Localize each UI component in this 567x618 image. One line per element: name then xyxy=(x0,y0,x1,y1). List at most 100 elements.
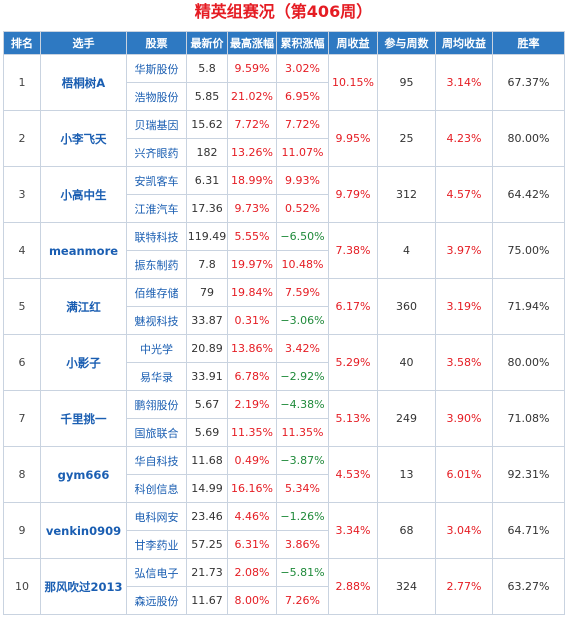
header-latest-price[interactable]: 最新价 xyxy=(186,31,228,55)
max-gain-cell: 0.49% xyxy=(227,446,277,475)
weeks-cell: 95 xyxy=(377,54,436,111)
stock-link[interactable]: 贝瑞基因 xyxy=(126,110,187,139)
max-gain-cell: 21.02% xyxy=(227,82,277,111)
header-rank[interactable]: 排名 xyxy=(3,31,41,55)
table-row: 10 那风吹过2013 弘信电子 21.73 2.08% −5.81% 2.88% 324 2.… xyxy=(3,558,565,615)
win-rate-cell: 80.00% xyxy=(492,334,565,391)
header-stock[interactable]: 股票 xyxy=(126,31,187,55)
player-link[interactable]: 千里挑一 xyxy=(40,390,127,447)
rank-cell: 5 xyxy=(3,278,41,335)
stock-link[interactable]: 魅视科技 xyxy=(126,306,187,335)
max-gain-cell: 8.00% xyxy=(227,586,277,615)
weekly-return-cell: 7.38% xyxy=(328,222,378,279)
avg-return-cell: 4.57% xyxy=(435,166,493,223)
latest-price-cell: 11.68 xyxy=(186,446,228,475)
max-gain-cell: 6.78% xyxy=(227,362,277,391)
weekly-return-cell: 6.17% xyxy=(328,278,378,335)
table-row-sub: 浩物股份 5.85 21.02% 6.95% xyxy=(4,82,565,111)
cum-gain-cell: −6.50% xyxy=(276,222,329,251)
cum-gain-cell: −2.92% xyxy=(276,362,329,391)
stock-link[interactable]: 浩物股份 xyxy=(126,82,187,111)
player-link[interactable]: 梧桐树A xyxy=(40,54,127,111)
header-weeks[interactable]: 参与周数 xyxy=(377,31,436,55)
max-gain-cell: 6.31% xyxy=(227,530,277,559)
max-gain-cell: 18.99% xyxy=(227,166,277,195)
stock-link[interactable]: 江淮汽车 xyxy=(126,194,187,223)
weekly-return-cell: 10.15% xyxy=(328,54,378,111)
table-row: 3 小高中生 安凯客车 6.31 18.99% 9.93% 9.79% 312 4.57% 64.… xyxy=(3,166,565,223)
stock-link[interactable]: 安凯客车 xyxy=(126,166,187,195)
stock-link[interactable]: 华自科技 xyxy=(126,446,187,475)
avg-return-cell: 3.19% xyxy=(435,278,493,335)
stock-link[interactable]: 华斯股份 xyxy=(126,54,187,83)
header-cum-gain[interactable]: 累积涨幅 xyxy=(276,31,329,55)
player-link[interactable]: 那风吹过2013 xyxy=(40,558,127,615)
stock-link[interactable]: 中光学 xyxy=(126,334,187,363)
stock-link[interactable]: 佰维存储 xyxy=(126,278,187,307)
max-gain-cell: 5.55% xyxy=(227,222,277,251)
max-gain-cell: 4.46% xyxy=(227,502,277,531)
stock-link[interactable]: 弘信电子 xyxy=(126,558,187,587)
max-gain-cell: 9.73% xyxy=(227,194,277,223)
latest-price-cell: 5.85 xyxy=(186,82,228,111)
header-max-gain[interactable]: 最高涨幅 xyxy=(227,31,277,55)
header-win-rate[interactable]: 胜率 xyxy=(492,31,565,55)
weekly-return-cell: 3.34% xyxy=(328,502,378,559)
weeks-cell: 68 xyxy=(377,502,436,559)
stock-link[interactable]: 易华录 xyxy=(126,362,187,391)
latest-price-cell: 21.73 xyxy=(186,558,228,587)
header-weekly-return[interactable]: 周收益 xyxy=(328,31,378,55)
stock-link[interactable]: 电科网安 xyxy=(126,502,187,531)
rank-cell: 7 xyxy=(3,390,41,447)
stock-link[interactable]: 振东制药 xyxy=(126,250,187,279)
player-link[interactable]: 小李飞天 xyxy=(40,110,127,167)
avg-return-cell: 3.58% xyxy=(435,334,493,391)
avg-return-cell: 6.01% xyxy=(435,446,493,503)
max-gain-cell: 19.97% xyxy=(227,250,277,279)
max-gain-cell: 13.26% xyxy=(227,138,277,167)
cum-gain-cell: 7.72% xyxy=(276,110,329,139)
weekly-return-cell: 2.88% xyxy=(328,558,378,615)
max-gain-cell: 13.86% xyxy=(227,334,277,363)
stock-link[interactable]: 甘李药业 xyxy=(126,530,187,559)
stock-link[interactable]: 联特科技 xyxy=(126,222,187,251)
latest-price-cell: 5.69 xyxy=(186,418,228,447)
table-header-row: 排名 选手 股票 最新价 最高涨幅 累积涨幅 周收益 参与周数 周均收益 胜率 xyxy=(3,31,565,55)
cum-gain-cell: 3.02% xyxy=(276,54,329,83)
latest-price-cell: 20.89 xyxy=(186,334,228,363)
player-link[interactable]: 小影子 xyxy=(40,334,127,391)
header-avg-return[interactable]: 周均收益 xyxy=(435,31,493,55)
table-row-sub: 魅视科技 33.87 0.31% −3.06% xyxy=(4,306,565,335)
cum-gain-cell: 7.26% xyxy=(276,586,329,615)
win-rate-cell: 71.94% xyxy=(492,278,565,335)
player-link[interactable]: 满江红 xyxy=(40,278,127,335)
table-row-sub: 振东制药 7.8 19.97% 10.48% xyxy=(4,250,565,279)
rank-cell: 2 xyxy=(3,110,41,167)
avg-return-cell: 3.04% xyxy=(435,502,493,559)
stock-link[interactable]: 国旅联合 xyxy=(126,418,187,447)
max-gain-cell: 19.84% xyxy=(227,278,277,307)
stock-link[interactable]: 兴齐眼药 xyxy=(126,138,187,167)
win-rate-cell: 75.00% xyxy=(492,222,565,279)
weeks-cell: 25 xyxy=(377,110,436,167)
weeks-cell: 4 xyxy=(377,222,436,279)
rank-cell: 8 xyxy=(3,446,41,503)
stock-link[interactable]: 鹏翎股份 xyxy=(126,390,187,419)
max-gain-cell: 11.35% xyxy=(227,418,277,447)
player-link[interactable]: gym666 xyxy=(40,446,127,503)
win-rate-cell: 64.71% xyxy=(492,502,565,559)
stock-link[interactable]: 科创信息 xyxy=(126,474,187,503)
player-link[interactable]: meanmore xyxy=(40,222,127,279)
player-link[interactable]: venkin0909 xyxy=(40,502,127,559)
page-title: 精英组赛况（第406周） xyxy=(194,2,373,21)
latest-price-cell: 23.46 xyxy=(186,502,228,531)
latest-price-cell: 119.49 xyxy=(186,222,228,251)
header-player[interactable]: 选手 xyxy=(40,31,127,55)
table-row: 6 小影子 中光学 20.89 13.86% 3.42% 5.29% 40 3.58% 80.00… xyxy=(3,334,565,391)
player-link[interactable]: 小高中生 xyxy=(40,166,127,223)
latest-price-cell: 182 xyxy=(186,138,228,167)
rank-cell: 6 xyxy=(3,334,41,391)
avg-return-cell: 3.14% xyxy=(435,54,493,111)
weekly-return-cell: 5.29% xyxy=(328,334,378,391)
stock-link[interactable]: 森远股份 xyxy=(126,586,187,615)
